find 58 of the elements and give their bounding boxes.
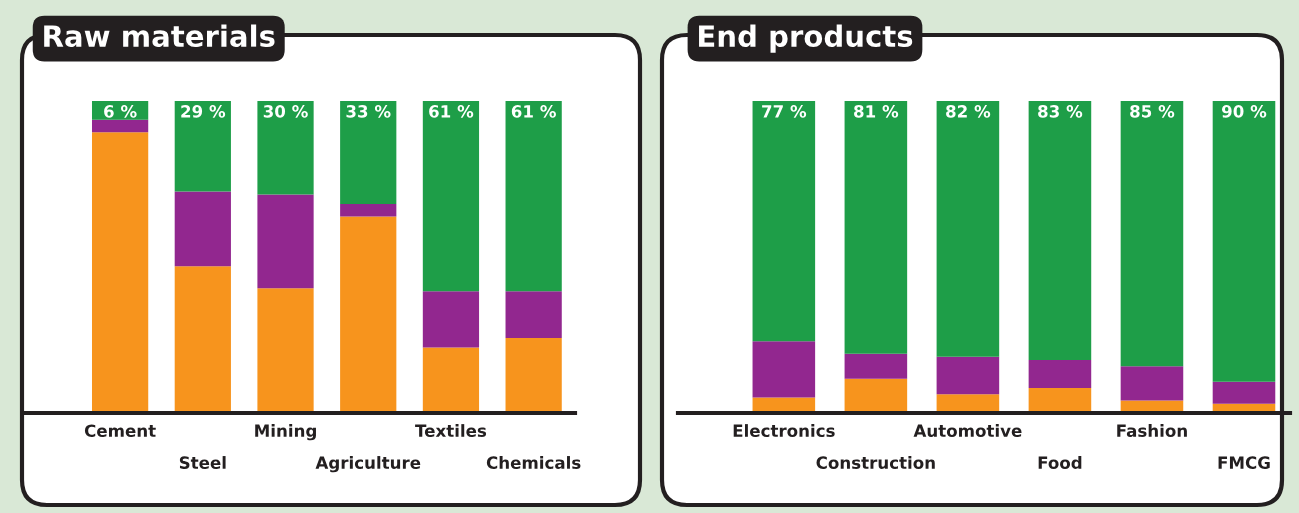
x-tick-label: Agriculture [315, 456, 421, 473]
bar [936, 394, 1000, 413]
data-label: 6 % [104, 105, 137, 118]
bar [1028, 101, 1092, 360]
data-label: 90 % [1222, 105, 1267, 118]
bar [257, 288, 314, 413]
x-tick-label: Construction [816, 456, 935, 469]
x-tick-label: Textiles [415, 424, 487, 438]
bar [752, 101, 816, 342]
bar [1212, 101, 1276, 382]
data-label: 61 % [511, 105, 556, 118]
bar [1212, 381, 1276, 404]
data-label: 61 % [429, 105, 474, 118]
data-label: 33 % [346, 105, 391, 118]
bar [936, 356, 1000, 395]
x-tick-label: Automotive [913, 424, 1022, 438]
bar [340, 203, 397, 217]
bar [1028, 388, 1092, 413]
bar [844, 101, 908, 354]
data-label: 82 % [946, 105, 991, 118]
bar [1120, 366, 1184, 401]
x-tick-label: FMCG [1218, 456, 1270, 469]
x-tick-label: Food [1038, 456, 1082, 469]
bar [1028, 359, 1092, 389]
bar [422, 291, 480, 348]
data-label: 29 % [181, 105, 226, 118]
bar [422, 101, 480, 292]
x-tick-label: Cement [84, 424, 156, 438]
bar [257, 101, 314, 195]
bar [505, 291, 562, 339]
bar [257, 194, 314, 289]
bar [91, 132, 149, 413]
bar [936, 101, 1000, 357]
bar [174, 266, 231, 413]
data-label: 77 % [762, 105, 807, 118]
bar [752, 341, 816, 398]
bar [844, 353, 908, 379]
bar [340, 216, 397, 413]
bar [1120, 101, 1184, 367]
bar [844, 378, 908, 413]
bar [505, 338, 562, 413]
data-label: 83 % [1038, 105, 1083, 118]
chart-title: End products [699, 24, 913, 53]
x-tick-label: Fashion [1117, 424, 1187, 438]
bar [505, 101, 562, 292]
bar [174, 101, 231, 192]
data-label: 85 % [1130, 105, 1175, 118]
x-tick-label: Chemicals [486, 456, 581, 469]
bar [174, 191, 231, 267]
x-tick-label: Electronics [733, 424, 835, 438]
data-label: 30 % [263, 105, 308, 118]
bar [91, 119, 149, 133]
bar [340, 101, 397, 204]
x-tick-label: Steel [179, 456, 226, 469]
x-tick-label: Mining [255, 424, 316, 441]
data-label: 81 % [854, 105, 899, 118]
bar [422, 347, 480, 413]
chart-title: Raw materials [44, 24, 275, 48]
